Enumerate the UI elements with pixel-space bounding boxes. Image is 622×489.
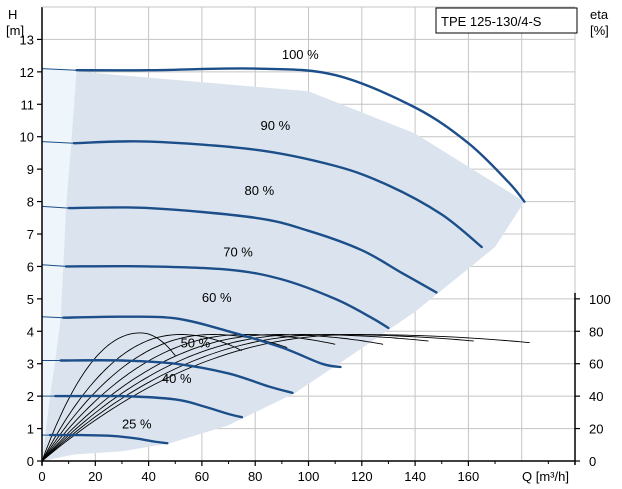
performance-curve-25pct bbox=[48, 433, 169, 445]
performance-curve-90pct bbox=[72, 140, 483, 249]
y-axis-label-right-line2: [%] bbox=[590, 23, 609, 38]
eta-tick-label: 40 bbox=[589, 389, 603, 404]
eta-tick-label: 100 bbox=[589, 292, 611, 307]
y-tick-label: 13 bbox=[20, 32, 34, 47]
curve-label-60pct: 60 % bbox=[202, 290, 232, 305]
curve-label-80pct: 80 % bbox=[245, 183, 275, 198]
y-tick-label: 12 bbox=[20, 65, 34, 80]
eta-tick-label: 60 bbox=[589, 357, 603, 372]
x-tick-label: 80 bbox=[248, 469, 262, 484]
x-tick-label: 40 bbox=[141, 469, 155, 484]
performance-curve-80pct bbox=[67, 206, 438, 294]
curve-label-100pct: 100 % bbox=[282, 47, 319, 62]
x-tick-label: 60 bbox=[195, 469, 209, 484]
efficiency-curve-8 bbox=[41, 334, 530, 462]
x-tick-label: 0 bbox=[38, 469, 45, 484]
performance-curve-70pct bbox=[64, 264, 390, 330]
x-tick-label: 140 bbox=[404, 469, 426, 484]
x-tick-label: 120 bbox=[351, 469, 373, 484]
x-tick-label: 160 bbox=[458, 469, 480, 484]
efficiency-curve-7 bbox=[41, 334, 474, 462]
y-tick-label: 4 bbox=[27, 324, 34, 339]
performance-curves: 100 % 90 % 80 % 70 % 60 % 50 % 40 % 25 % bbox=[41, 47, 526, 445]
y-tick-label: 3 bbox=[27, 357, 34, 372]
efficiency-curve-5 bbox=[41, 334, 384, 462]
curve-lead-5 bbox=[41, 316, 64, 319]
title-box bbox=[435, 7, 578, 34]
eta-tick-label: 80 bbox=[589, 324, 603, 339]
y-tick-label: 5 bbox=[27, 292, 34, 307]
y-tick-label: 0 bbox=[27, 454, 34, 469]
y-tick-label: 10 bbox=[20, 130, 34, 145]
y-tick-label: 2 bbox=[27, 389, 34, 404]
curve-label-70pct: 70 % bbox=[223, 245, 253, 260]
eta-tick-label: 0 bbox=[589, 454, 596, 469]
curve-lead-3 bbox=[41, 205, 69, 209]
curve-label-50pct: 50 % bbox=[181, 336, 211, 351]
curve-label-40pct: 40 % bbox=[162, 371, 192, 386]
x-tick-label: 20 bbox=[88, 469, 102, 484]
y-axis-label-left-line2: [m] bbox=[6, 23, 24, 38]
x-tick-label: 100 bbox=[298, 469, 320, 484]
curve-lead-1 bbox=[41, 68, 77, 71]
y-tick-label: 8 bbox=[27, 195, 34, 210]
performance-curve-60pct bbox=[62, 315, 342, 369]
performance-curve-100pct bbox=[75, 67, 526, 203]
y-tick-label: 7 bbox=[27, 227, 34, 242]
efficiency-curve-1 bbox=[41, 332, 176, 462]
y-tick-label: 11 bbox=[21, 97, 35, 112]
y-tick-label: 9 bbox=[27, 162, 34, 177]
performance-curve-40pct bbox=[54, 394, 244, 419]
y-axis-label-right-line1: eta bbox=[590, 7, 609, 22]
eta-tick-label: 20 bbox=[589, 422, 603, 437]
performance-curve-50pct bbox=[59, 359, 294, 395]
curve-lead-2 bbox=[41, 141, 75, 144]
chart-title: TPE 125-130/4-S bbox=[441, 14, 542, 29]
curve-label-90pct: 90 % bbox=[261, 118, 291, 133]
y-axis-label-left-line1: H bbox=[8, 7, 17, 22]
curve-label-25pct: 25 % bbox=[122, 417, 152, 432]
x-axis-label: Q [m³/h] bbox=[522, 469, 569, 484]
y-tick-label: 1 bbox=[27, 422, 34, 437]
curve-lead-4 bbox=[41, 264, 67, 267]
min-flow-area-fill bbox=[42, 68, 77, 461]
y-tick-label: 6 bbox=[27, 259, 34, 274]
efficiency-curve-6 bbox=[41, 334, 429, 462]
